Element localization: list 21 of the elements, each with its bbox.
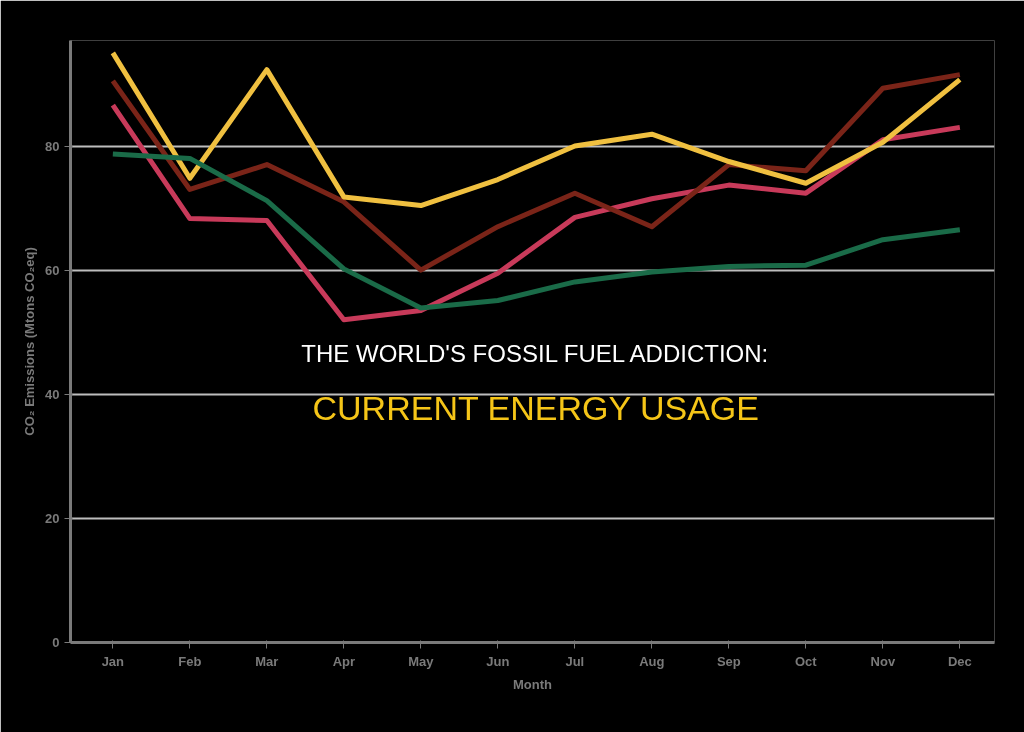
x-tick-label: Jan bbox=[101, 653, 125, 669]
x-tick-label: Aug bbox=[639, 653, 665, 669]
y-tick-label: 20 bbox=[45, 510, 60, 526]
y-tick-label: 0 bbox=[52, 635, 60, 650]
y-tick-label: 40 bbox=[45, 386, 60, 402]
x-tick-label: Mar bbox=[255, 653, 279, 669]
y-tick-label: 60 bbox=[45, 262, 60, 278]
x-tick-label: May bbox=[408, 653, 435, 669]
x-tick-label: Jul bbox=[565, 653, 585, 669]
x-tick-label: Apr bbox=[332, 653, 356, 669]
text: THE WORLD'S FOSSIL FUEL ADDICTION: bbox=[301, 340, 769, 368]
x-tick-label: Sep bbox=[716, 653, 741, 669]
x-tick-label: Dec bbox=[947, 653, 972, 669]
x-tick-label: Jun bbox=[486, 653, 510, 669]
y-axis-title: CO₂ Emissions (Mtons CO₂eq) bbox=[22, 247, 38, 436]
text: CURRENT ENERGY USAGE bbox=[312, 388, 759, 427]
x-tick-label: Feb bbox=[178, 653, 202, 669]
x-tick-label: Nov bbox=[870, 653, 896, 669]
y-tick-label: 80 bbox=[45, 138, 60, 154]
x-axis-title: Month bbox=[513, 676, 553, 692]
x-tick-label: Oct bbox=[795, 653, 818, 669]
